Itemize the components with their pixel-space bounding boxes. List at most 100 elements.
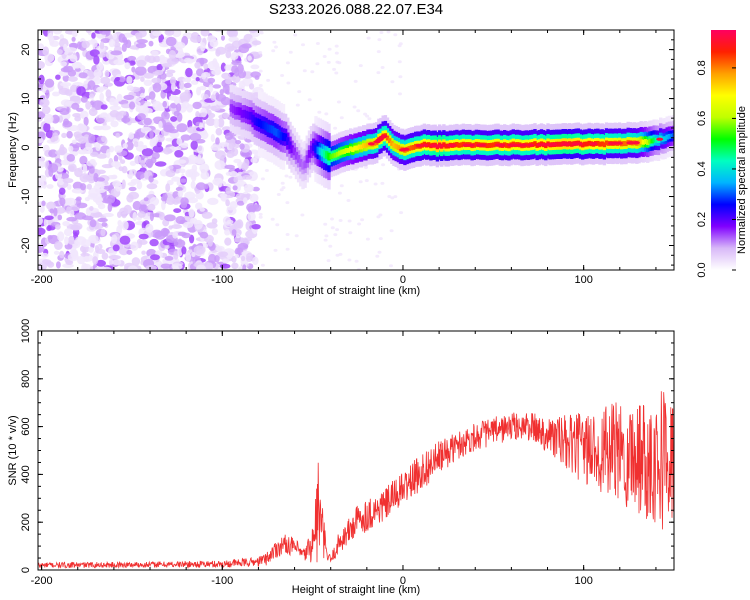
noise-blob — [112, 33, 118, 40]
noise-blob — [230, 51, 239, 60]
noise-blob — [226, 206, 235, 211]
noise-blob — [68, 145, 74, 152]
noise-blob — [246, 203, 257, 212]
ridge-peak — [656, 137, 664, 141]
noise-blob — [207, 77, 216, 84]
noise-blob — [94, 77, 101, 85]
noise-blob — [168, 50, 176, 60]
noise-blob — [224, 64, 232, 71]
ridge-cell — [487, 143, 492, 148]
noise-blob — [241, 255, 246, 262]
ridge-cell — [236, 107, 240, 115]
ridge-cell — [251, 114, 255, 123]
noise-blob — [364, 179, 369, 183]
noise-blob — [215, 127, 223, 136]
noise-blob — [194, 219, 203, 230]
ridge-cell — [390, 141, 394, 146]
noise-blob — [194, 157, 205, 165]
noise-blob — [114, 182, 122, 192]
noise-blob — [226, 30, 238, 37]
noise-blob — [51, 114, 60, 124]
ridge-peak — [449, 143, 457, 147]
noise-blob — [83, 134, 90, 143]
ridge-cell — [240, 110, 244, 118]
colorbar-gradient — [711, 30, 736, 270]
noise-blob — [381, 163, 386, 167]
noise-blob — [159, 212, 165, 221]
noise-blob — [105, 89, 112, 98]
noise-blob — [337, 191, 342, 195]
noise-blob — [236, 200, 245, 206]
noise-blob — [301, 43, 305, 47]
noise-blob — [94, 181, 106, 187]
noise-blob — [166, 69, 176, 74]
noise-blob — [293, 33, 298, 37]
noise-blob — [137, 113, 146, 121]
noise-blob — [118, 76, 126, 83]
y-tick-label: 200 — [20, 513, 32, 531]
noise-blob — [176, 103, 182, 112]
noise-blob — [104, 82, 114, 87]
ridge-cell — [385, 135, 390, 141]
ridge-peak — [380, 134, 388, 138]
noise-blob — [42, 46, 50, 56]
noise-blob — [324, 234, 329, 238]
noise-blob — [97, 53, 107, 58]
ridge-peak — [510, 143, 518, 147]
noise-blob — [95, 188, 106, 193]
ridge-cell — [353, 145, 357, 151]
noise-blob — [145, 223, 154, 233]
noise-blob — [310, 70, 315, 74]
noise-blob — [152, 82, 162, 93]
noise-blob — [93, 69, 102, 78]
noise-blob — [352, 105, 357, 109]
noise-blob — [90, 151, 99, 157]
noise-blob — [235, 180, 247, 187]
ridge-cell — [648, 138, 652, 144]
noise-blob — [203, 183, 209, 189]
noise-blob — [322, 55, 327, 58]
noise-blob — [187, 119, 193, 129]
noise-blob — [122, 143, 128, 149]
noise-blob — [302, 69, 307, 73]
noise-blob — [125, 39, 132, 49]
noise-blob — [161, 63, 172, 68]
noise-blob — [183, 82, 192, 89]
noise-blob — [147, 55, 156, 64]
noise-blob — [210, 144, 221, 151]
noise-blob — [357, 222, 362, 226]
noise-blob — [184, 211, 190, 217]
noise-blob — [286, 81, 291, 85]
noise-blob — [143, 79, 153, 87]
noise-blob — [131, 66, 136, 73]
noise-blob — [58, 187, 66, 195]
noise-blob — [76, 196, 82, 202]
noise-blob — [284, 174, 289, 178]
noise-blob — [170, 116, 178, 122]
noise-blob — [83, 255, 90, 263]
noise-blob — [68, 165, 75, 171]
ridge-cell — [270, 125, 275, 134]
noise-blob — [224, 229, 231, 236]
noise-blob — [66, 216, 78, 222]
ridge-cell — [333, 152, 338, 158]
ridge-cell — [296, 155, 301, 163]
noise-blob — [88, 133, 96, 144]
noise-blob — [164, 256, 174, 261]
noise-blob — [347, 219, 352, 223]
noise-blob — [104, 70, 110, 78]
ridge-cell — [349, 146, 353, 152]
noise-blob — [196, 264, 206, 270]
noise-blob — [190, 35, 202, 43]
ridge-cell — [231, 105, 236, 114]
noise-blob — [173, 41, 186, 50]
noise-blob — [206, 222, 218, 229]
noise-blob — [250, 64, 260, 70]
noise-blob — [225, 199, 230, 207]
noise-blob — [100, 266, 112, 270]
ridge-peak — [467, 143, 475, 147]
noise-blob — [242, 264, 247, 270]
noise-blob — [260, 177, 265, 181]
noise-blob — [44, 215, 54, 221]
